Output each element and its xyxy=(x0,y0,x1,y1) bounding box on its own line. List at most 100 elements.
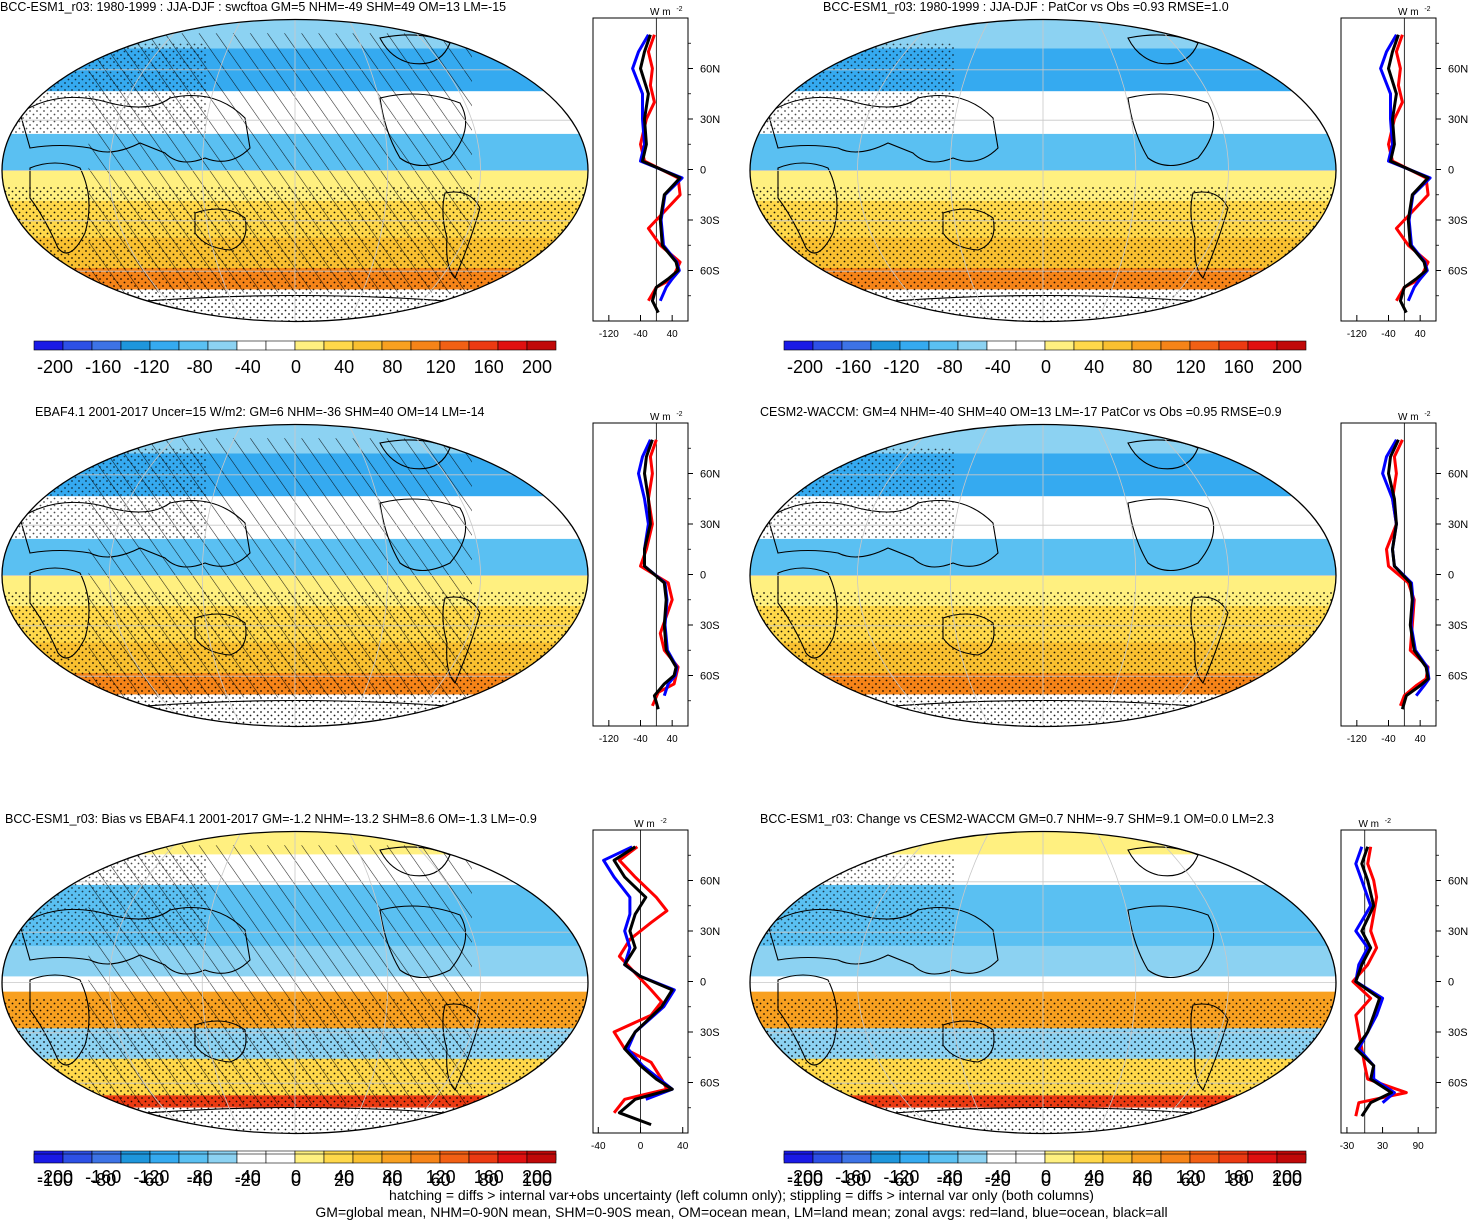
colorbar-swatch xyxy=(323,1153,354,1164)
colorbar-tick-label: -80 xyxy=(937,1167,963,1187)
colorbar-swatch xyxy=(526,1153,557,1164)
colorbar-swatch xyxy=(294,340,325,351)
zonal-lat-label: 0 xyxy=(700,165,706,177)
zonal-lat-label: 30S xyxy=(700,1027,720,1039)
zonal-x-tick-label: -40 xyxy=(633,329,648,340)
colorbar-swatch xyxy=(352,340,383,351)
colorbar: -200 -160 -120 -80 -40 0 40 80 120 160 200 xyxy=(33,340,557,377)
colorbar-swatch xyxy=(265,1153,296,1164)
colorbar-tick-label: -20 xyxy=(985,1170,1011,1190)
colorbar-tick-label: -200 xyxy=(787,357,823,377)
colorbar-swatch xyxy=(986,1153,1017,1164)
zonal-lat-label: 60S xyxy=(700,266,720,278)
zonal-lat-label: 30S xyxy=(700,620,720,632)
zonal-mean-plot: W m -2 60N 30N 0 30S 60S -120 -40 40 xyxy=(592,411,720,745)
colorbar-swatch xyxy=(1189,340,1220,351)
colorbar-swatch xyxy=(526,340,557,351)
zonal-lat-label: 30N xyxy=(700,519,720,531)
hatching-overlay xyxy=(88,845,472,1105)
map-border xyxy=(1,423,589,728)
colorbar-tick-label: 0 xyxy=(291,1170,301,1190)
colorbar: -200 -160 -120 -80 -40 0 40 80 120 160 200 xyxy=(783,340,1307,377)
colorbar-tick-label: -40 xyxy=(187,1170,213,1190)
colorbar-swatch xyxy=(1276,340,1307,351)
colorbar-swatch xyxy=(178,1153,209,1164)
zonal-unit-label: W m xyxy=(1398,7,1419,18)
zonal-x-tick-label: 40 xyxy=(667,734,679,745)
colorbar-swatch xyxy=(207,340,238,351)
zonal-lat-label: 0 xyxy=(700,977,706,989)
colorbar-tick-label: 60 xyxy=(431,1170,451,1190)
colorbar-swatch xyxy=(870,1153,901,1164)
zonal-lat-label: 30N xyxy=(1448,114,1468,126)
colorbar-swatch xyxy=(1044,1153,1075,1164)
colorbar-swatch xyxy=(410,340,441,351)
zonal-unit-exponent: -2 xyxy=(1385,818,1391,825)
colorbar-tick-label: -80 xyxy=(937,357,963,377)
colorbar-swatch xyxy=(812,340,843,351)
colorbar-swatch xyxy=(1218,340,1249,351)
colorbar-swatch xyxy=(149,1153,180,1164)
colorbar-tick-label: 200 xyxy=(522,1167,552,1187)
colorbar-tick-label: -60 xyxy=(138,1170,164,1190)
zonal-x-tick-label: 0 xyxy=(638,1141,644,1152)
map xyxy=(749,830,1337,1135)
colorbar-tick-label: 0 xyxy=(1041,1170,1051,1190)
zonal-mean-plot: W m -2 60N 30N 0 30S 60S -40 0 40 xyxy=(591,818,720,1152)
colorbar-swatch xyxy=(62,1153,93,1164)
zonal-series-all xyxy=(1387,34,1430,314)
zonal-series-land xyxy=(1351,846,1408,1117)
colorbar-swatch xyxy=(91,340,122,351)
colorbar-tick-label: -200 xyxy=(787,1167,823,1187)
zonal-lat-label: 30S xyxy=(700,215,720,227)
colorbar-swatch xyxy=(1131,340,1162,351)
colorbar-tick-label: 80 xyxy=(479,1170,499,1190)
graticule xyxy=(750,424,1336,727)
graticule xyxy=(2,19,588,322)
colorbar-tick-label: 200 xyxy=(522,357,552,377)
colorbar-swatch xyxy=(236,340,267,351)
colorbar-tick-label: -60 xyxy=(888,1170,914,1190)
colorbar-tick-label: 20 xyxy=(1084,1170,1104,1190)
colorbar-tick-label: 80 xyxy=(382,1167,402,1187)
colorbar-tick-label: -160 xyxy=(85,1167,121,1187)
zonal-mean-plot: W m -2 60N 30N 0 30S 60S -120 -40 40 xyxy=(1340,411,1468,745)
zonal-lat-label: 60S xyxy=(700,1078,720,1090)
zonal-x-tick-label: -40 xyxy=(633,734,648,745)
panel-title: BCC-ESM1_r03: 1980-1999 : JJA-DJF : swcf… xyxy=(0,0,507,14)
colorbar-tick-label: 160 xyxy=(474,357,504,377)
colorbar-tick-label: 160 xyxy=(1224,1167,1254,1187)
colorbar-tick-label: 0 xyxy=(291,357,301,377)
colorbar-tick-label: 80 xyxy=(1229,1170,1249,1190)
colorbar-tick-label: -200 xyxy=(37,1167,73,1187)
map xyxy=(1,18,589,323)
zonal-lat-label: 30S xyxy=(1448,1027,1468,1039)
map-border xyxy=(749,423,1337,728)
colorbar-tick-label: -200 xyxy=(37,357,73,377)
colorbar-tick-label: 200 xyxy=(1272,1167,1302,1187)
zonal-lat-label: 30S xyxy=(1448,215,1468,227)
colorbar: -100 -80 -60 -40 -20 0 20 40 60 80 100 xyxy=(33,1153,557,1190)
zonal-unit-label: W m xyxy=(634,819,655,830)
zonal-unit-exponent: -2 xyxy=(676,411,682,418)
colorbar-tick-label: -100 xyxy=(787,1170,823,1190)
colorbar-tick-label: 60 xyxy=(1181,1170,1201,1190)
colorbar-swatch xyxy=(294,1153,325,1164)
colorbar-tick-label: -80 xyxy=(90,1170,116,1190)
colorbar-tick-label: -160 xyxy=(835,1167,871,1187)
zonal-lat-label: 60N xyxy=(700,469,720,481)
colorbar-swatch xyxy=(1102,1153,1133,1164)
zonal-unit-label: W m xyxy=(650,412,671,423)
zonal-mean-plot: W m -2 60N 30N 0 30S 60S -120 -40 40 xyxy=(592,6,720,340)
colorbar-swatch xyxy=(1189,1153,1220,1164)
zonal-x-tick-label: -40 xyxy=(1381,734,1396,745)
colorbar-swatch xyxy=(957,340,988,351)
zonal-unit-exponent: -2 xyxy=(1424,6,1430,13)
colorbar-swatch xyxy=(207,1153,238,1164)
colorbar-swatch xyxy=(1073,340,1104,351)
colorbar-tick-label: 0 xyxy=(291,1167,301,1187)
colorbar-tick-label: 100 xyxy=(522,1170,552,1190)
zonal-series-all xyxy=(1387,439,1430,710)
colorbar-tick-label: 120 xyxy=(1176,1167,1206,1187)
zonal-x-tick-label: 40 xyxy=(677,1141,689,1152)
